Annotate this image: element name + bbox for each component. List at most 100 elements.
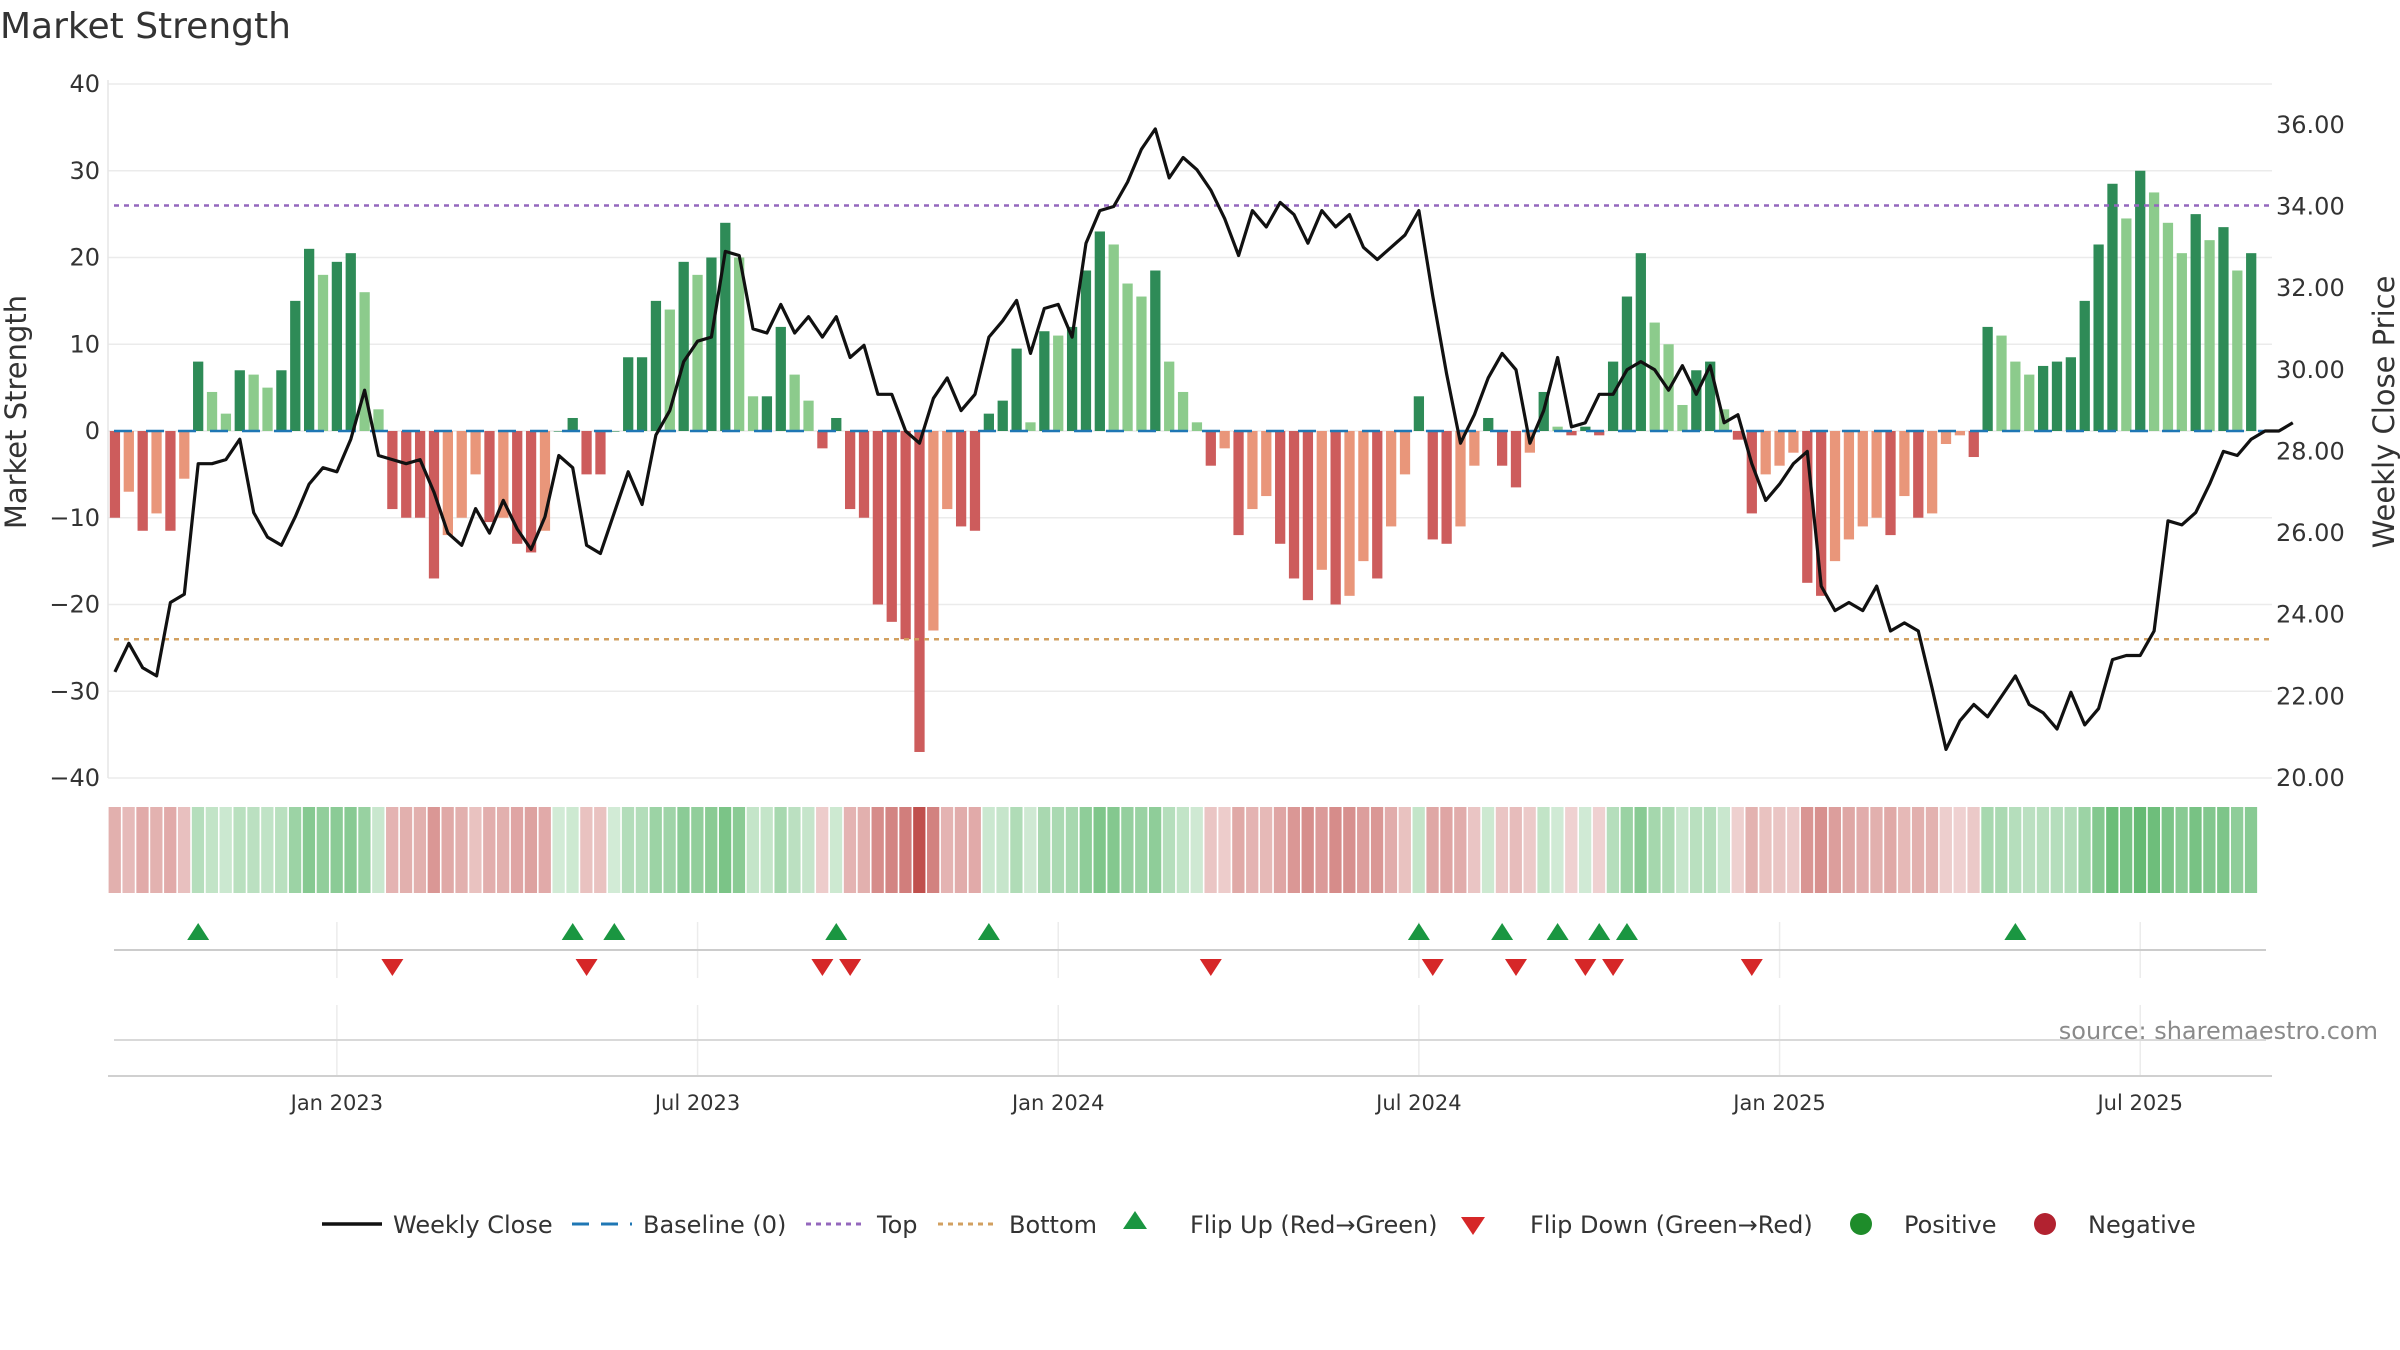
strength-bar	[1469, 431, 1480, 466]
heat-cell	[1579, 807, 1592, 893]
strength-bar	[1552, 426, 1563, 431]
strength-bar	[2204, 240, 2215, 431]
strength-bar	[442, 431, 453, 536]
legend-item-baseline: Baseline (0)	[572, 1211, 786, 1239]
strength-bar	[1399, 431, 1411, 475]
heat-cell	[788, 807, 801, 893]
right-tick-label: 36.00	[2276, 111, 2345, 139]
heat-cell	[1662, 807, 1675, 893]
strength-bar	[1316, 431, 1327, 570]
strength-bar	[2024, 374, 2035, 431]
heat-cell	[802, 807, 815, 893]
strength-bar	[1233, 431, 1244, 536]
heat-cell	[344, 807, 357, 893]
strength-bar	[1594, 431, 1605, 436]
heat-cell	[497, 807, 510, 893]
left-axis-ticks: 40 30 20 10 0 −10 −20 −30 −40	[49, 70, 100, 792]
heat-cell	[2230, 807, 2244, 893]
heat-cell	[885, 807, 898, 893]
heat-cell	[607, 807, 621, 893]
right-tick-label: 28.00	[2276, 437, 2345, 465]
heat-cell	[1689, 807, 1703, 893]
heat-cell	[108, 807, 121, 893]
heat-cell	[1079, 807, 1092, 893]
legend-swatch	[2034, 1213, 2056, 1235]
heat-cell	[302, 807, 316, 893]
flip-up-marker	[561, 923, 584, 940]
heat-cell	[1495, 807, 1509, 893]
heat-cell	[2203, 807, 2216, 893]
strength-bar	[803, 400, 814, 431]
heat-cell	[469, 807, 482, 893]
heat-cell	[1121, 807, 1134, 893]
strength-bar	[969, 431, 981, 531]
strength-bar	[234, 370, 245, 431]
heat-cell	[1606, 807, 1620, 893]
heat-cell	[330, 807, 343, 893]
x-tick-label: Jul 2024	[1374, 1091, 1461, 1115]
heat-cell	[1259, 807, 1273, 893]
legend-label: Baseline (0)	[643, 1211, 786, 1239]
heat-cell	[219, 807, 232, 893]
heat-cell	[982, 807, 995, 893]
strength-bar	[595, 431, 606, 475]
heat-cell	[1884, 807, 1897, 893]
left-tick-label: −40	[49, 764, 100, 792]
legend-label: Negative	[2088, 1211, 2196, 1239]
strength-bar	[914, 431, 925, 752]
legend-swatch	[1850, 1213, 1872, 1235]
heat-cell	[1620, 807, 1633, 893]
strength-bar	[414, 431, 426, 518]
heat-cell	[413, 807, 427, 893]
strength-bar	[1857, 431, 1868, 527]
heat-cell	[635, 807, 648, 893]
strength-bar	[636, 357, 648, 431]
strength-bar	[900, 431, 911, 640]
flip-down-marker	[1199, 959, 1222, 976]
right-tick-label: 26.00	[2276, 519, 2345, 547]
strength-bar	[2246, 253, 2257, 431]
strength-bar	[1177, 391, 1189, 431]
strength-bar	[1566, 431, 1577, 436]
heat-cell	[1010, 807, 1023, 893]
strength-bar	[1760, 431, 1771, 475]
strength-bar	[2121, 218, 2132, 431]
heat-cell	[247, 807, 260, 893]
strength-bar	[1191, 422, 1203, 431]
heat-cell	[2175, 807, 2188, 893]
heat-cell	[621, 807, 635, 893]
heat-cell	[2147, 807, 2161, 893]
heat-cell	[940, 807, 954, 893]
heat-cell	[1343, 807, 1356, 893]
strength-bar	[1746, 431, 1757, 514]
legend-item-negative: Negative	[2034, 1211, 2196, 1239]
left-tick-label: −20	[49, 591, 100, 619]
strength-bar	[1219, 431, 1230, 449]
flip-markers-panel	[114, 922, 2266, 978]
strength-bar	[1510, 431, 1522, 488]
heat-cell	[1218, 807, 1231, 893]
strength-bar	[747, 396, 759, 431]
left-tick-label: 10	[69, 330, 100, 358]
flip-up-marker	[1588, 923, 1611, 940]
heat-cell	[1911, 807, 1925, 893]
strength-bar	[845, 431, 856, 510]
flip-down-marker	[1740, 959, 1763, 976]
right-tick-label: 20.00	[2276, 764, 2345, 792]
right-axis-ticks: 36.00 34.00 32.00 30.00 28.00 26.00 24.00 22.00…	[2276, 111, 2345, 792]
heat-cell	[2244, 807, 2258, 893]
heat-cell	[2106, 807, 2119, 893]
heat-cell	[386, 807, 399, 893]
heat-cell	[399, 807, 413, 893]
strength-bar	[1871, 431, 1882, 518]
heat-cell	[372, 807, 385, 893]
legend-item-top: Top	[806, 1211, 918, 1239]
strength-bar	[151, 431, 162, 514]
heat-cell	[1939, 807, 1952, 893]
strength-bar	[2176, 253, 2187, 431]
heat-cell	[1329, 807, 1342, 893]
heat-cell	[150, 807, 163, 893]
strength-bar	[1705, 361, 1716, 431]
strength-bar	[1927, 431, 1938, 514]
